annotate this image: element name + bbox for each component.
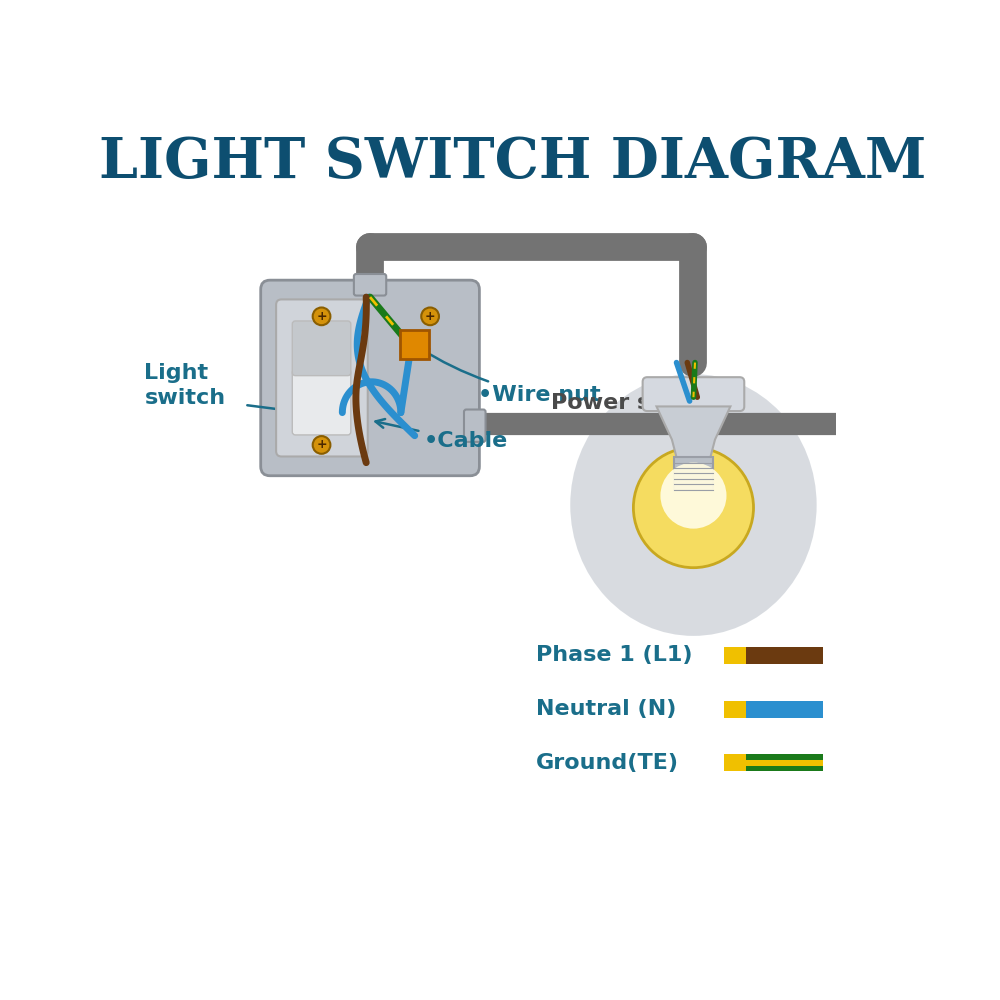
Bar: [746, 760, 823, 766]
FancyBboxPatch shape: [354, 274, 386, 296]
Text: +: +: [316, 310, 327, 323]
Circle shape: [313, 307, 330, 325]
Circle shape: [313, 436, 330, 454]
Text: Neutral (N): Neutral (N): [536, 699, 676, 719]
Bar: [724, 754, 746, 771]
Text: •Wire nut: •Wire nut: [419, 348, 600, 405]
FancyBboxPatch shape: [261, 280, 479, 476]
Text: Ground(TE): Ground(TE): [536, 753, 679, 773]
FancyBboxPatch shape: [400, 330, 429, 359]
Circle shape: [633, 448, 754, 568]
Bar: [724, 701, 746, 718]
Bar: [746, 754, 823, 771]
FancyBboxPatch shape: [464, 410, 486, 442]
Text: Phase 1 (L1): Phase 1 (L1): [536, 645, 692, 665]
Text: Power source: Power source: [551, 393, 721, 413]
Ellipse shape: [570, 374, 817, 636]
Bar: [724, 647, 746, 664]
Circle shape: [660, 463, 726, 529]
Polygon shape: [656, 406, 730, 457]
Text: LIGHT SWITCH DIAGRAM: LIGHT SWITCH DIAGRAM: [99, 135, 926, 190]
FancyBboxPatch shape: [292, 321, 351, 376]
Text: +: +: [316, 438, 327, 451]
Text: •Cable: •Cable: [375, 419, 508, 451]
FancyBboxPatch shape: [643, 377, 744, 411]
Circle shape: [421, 307, 439, 325]
FancyBboxPatch shape: [292, 369, 351, 435]
FancyBboxPatch shape: [674, 457, 713, 490]
FancyBboxPatch shape: [276, 299, 368, 456]
Text: Light
switch: Light switch: [144, 363, 226, 408]
Text: +: +: [425, 310, 435, 323]
Bar: [746, 701, 823, 718]
Bar: [746, 647, 823, 664]
